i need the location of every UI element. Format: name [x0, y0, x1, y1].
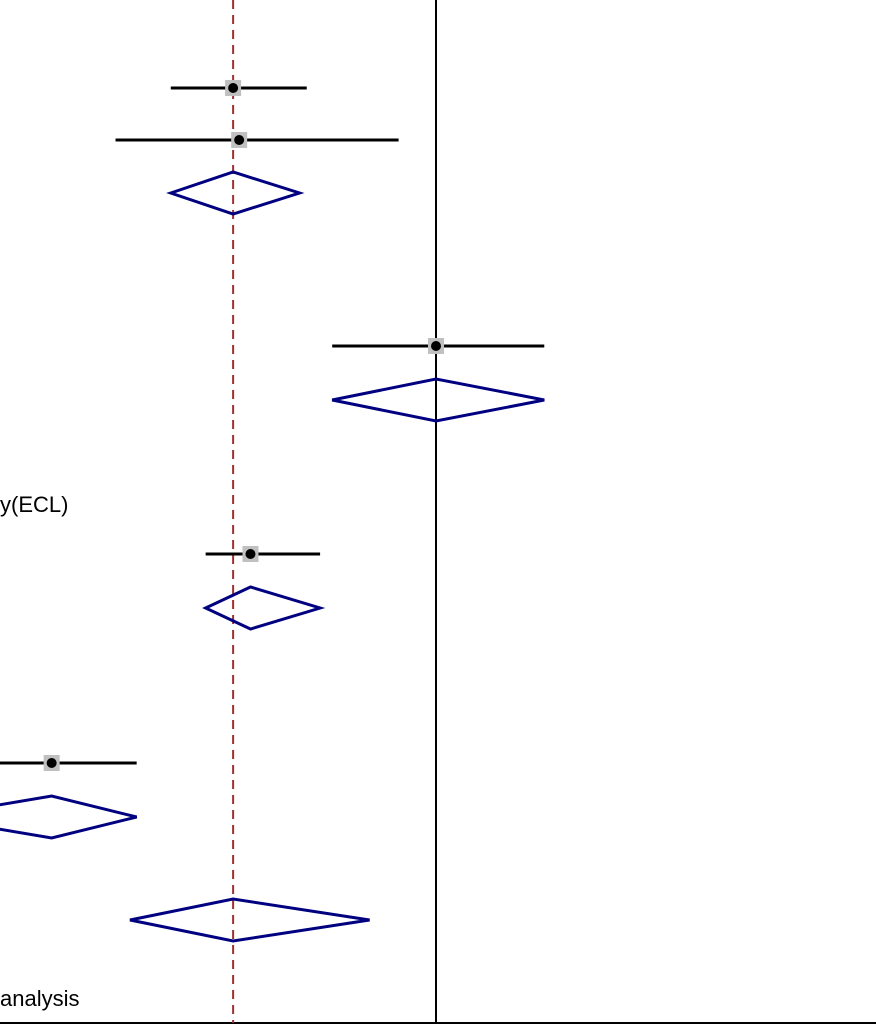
subtotal-diamond	[0, 794, 138, 840]
subgroup-label: y(ECL)	[0, 492, 69, 517]
subtotal-diamond	[331, 377, 545, 423]
study-point-estimate	[245, 549, 256, 559]
study-point-estimate	[234, 135, 245, 145]
study-point-estimate	[228, 83, 239, 93]
overall-diamond	[129, 897, 370, 943]
subtotal-diamond	[166, 170, 305, 216]
overall-label: analysis	[0, 986, 80, 1011]
study-point-estimate	[46, 758, 57, 768]
subtotal-diamond	[202, 585, 326, 631]
forest-marks	[0, 80, 545, 943]
study-point-estimate	[431, 341, 441, 351]
